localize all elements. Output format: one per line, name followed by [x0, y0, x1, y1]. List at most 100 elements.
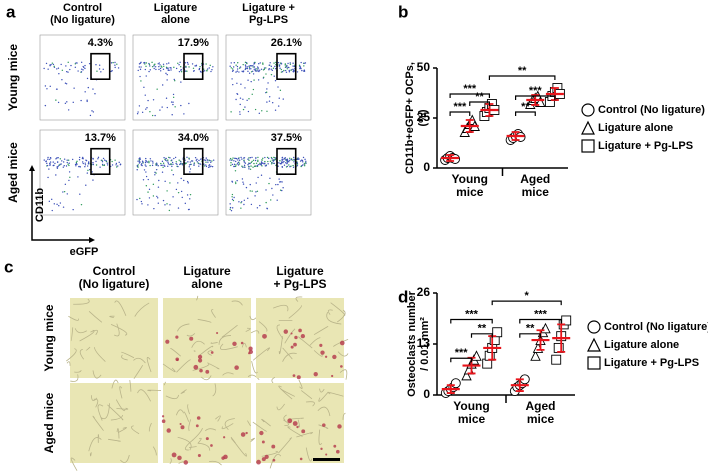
stain-spot	[294, 335, 298, 340]
cell-dot	[199, 65, 201, 68]
tissue-texture	[92, 415, 104, 431]
cell-dot	[77, 176, 79, 178]
cell-dot	[281, 181, 283, 183]
marker	[581, 120, 595, 135]
cell-dot	[256, 207, 259, 209]
cell-dot	[154, 114, 156, 117]
cell-dot	[187, 63, 189, 65]
cell-dot	[154, 66, 157, 68]
cell-dot	[76, 160, 78, 163]
stain-spot	[248, 346, 253, 351]
cell-dot	[165, 157, 167, 160]
stain-spot	[331, 374, 334, 378]
cell-dot	[232, 157, 234, 159]
cell-dot	[252, 65, 254, 67]
cell-dot	[156, 197, 159, 199]
cell-dot	[246, 99, 248, 102]
cell-dot	[255, 191, 257, 193]
cell-dot	[232, 83, 234, 86]
stain-spot	[322, 423, 326, 427]
cell-dot	[166, 190, 168, 192]
marker	[581, 139, 595, 153]
tissue-texture	[110, 414, 124, 421]
cell-dot	[258, 70, 260, 73]
cell-dot	[300, 165, 302, 168]
cell-dot	[263, 67, 266, 69]
significance-label: ***	[529, 85, 543, 97]
cell-dot	[284, 64, 286, 66]
cell-dot	[244, 64, 247, 66]
cell-dot	[265, 73, 267, 75]
cell-dot	[278, 162, 280, 164]
cell-dot	[261, 165, 263, 167]
cell-dot	[175, 161, 178, 163]
cell-dot	[87, 169, 89, 172]
cell-dot	[149, 65, 151, 67]
cell-dot	[144, 63, 146, 65]
cell-dot	[264, 156, 266, 159]
cell-dot	[236, 70, 238, 72]
cell-dot	[153, 67, 155, 70]
cell-dot	[62, 206, 65, 208]
cell-dot	[174, 79, 176, 82]
tissue-texture	[100, 403, 110, 420]
tissue-texture	[221, 423, 234, 430]
cell-dot	[179, 61, 181, 64]
stain-spot	[340, 365, 343, 368]
cell-dot	[244, 166, 246, 168]
cell-dot	[146, 107, 148, 109]
cell-dot	[64, 102, 67, 105]
gate-percent: 13.7%	[85, 132, 116, 144]
cell-dot	[54, 162, 56, 165]
cell-dot	[279, 160, 281, 162]
row-label: Young mice	[42, 304, 56, 371]
cell-dot	[247, 164, 249, 166]
cell-dot	[241, 70, 243, 72]
cell-dot	[60, 63, 62, 66]
cell-dot	[233, 165, 235, 168]
tissue-texture	[116, 428, 120, 439]
cell-dot	[301, 159, 304, 162]
cell-dot	[250, 161, 253, 164]
cell-dot	[242, 181, 244, 183]
y-tick-label: 25	[417, 110, 431, 124]
cell-dot	[75, 165, 77, 167]
tissue-texture	[220, 343, 238, 350]
cell-dot	[271, 159, 274, 161]
tissue-texture	[327, 392, 344, 397]
cell-dot	[58, 72, 60, 75]
column-header: Ligature +	[242, 2, 295, 14]
cell-dot	[137, 166, 139, 168]
tissue-texture	[115, 399, 126, 412]
cell-dot	[269, 96, 271, 98]
gate	[90, 52, 111, 81]
cell-dot	[274, 157, 277, 159]
y-axis-label: (%)	[417, 109, 429, 126]
cell-dot	[240, 207, 242, 209]
cell-dot	[211, 165, 214, 168]
cell-dot	[188, 66, 190, 68]
tissue-texture	[336, 309, 346, 323]
cell-dot	[196, 161, 198, 163]
cell-dot	[270, 73, 273, 76]
cell-dot	[49, 164, 51, 167]
tissue-texture	[97, 404, 104, 421]
cell-dot	[269, 160, 272, 163]
cell-dot	[49, 163, 51, 165]
tissue-texture	[247, 374, 260, 380]
cell-dot	[210, 161, 212, 164]
cell-dot	[246, 66, 249, 68]
tissue-texture	[165, 394, 179, 400]
cell-dot	[249, 168, 252, 170]
cell-dot	[142, 179, 145, 181]
cell-dot	[158, 179, 160, 182]
cell-dot	[59, 164, 61, 166]
cell-dot	[118, 161, 120, 164]
tissue-texture	[163, 381, 166, 386]
cell-dot	[166, 79, 168, 81]
cell-dot	[84, 64, 86, 67]
stain-spot	[292, 374, 296, 377]
cell-dot	[205, 63, 207, 65]
cell-dot	[234, 160, 237, 163]
stain-spot	[262, 333, 267, 339]
